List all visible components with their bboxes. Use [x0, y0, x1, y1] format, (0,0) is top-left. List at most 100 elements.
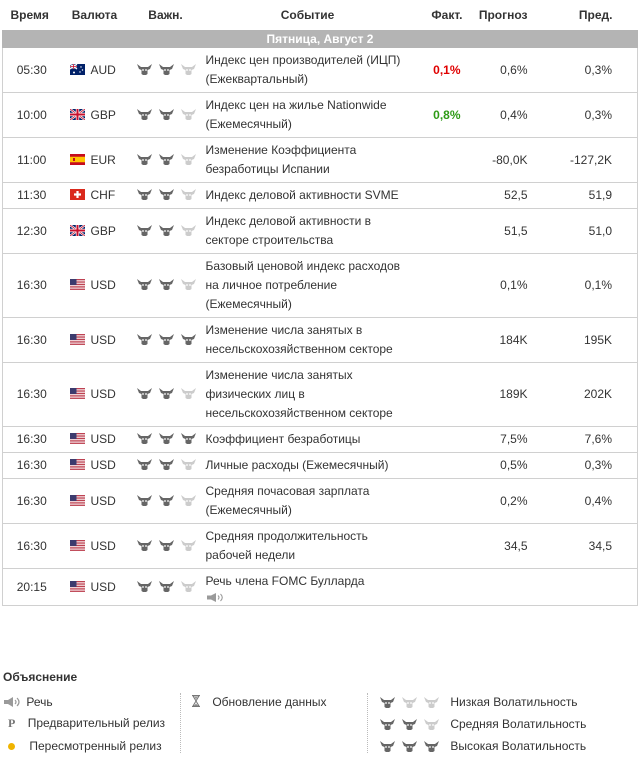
event-currency-cell: CHF	[60, 182, 129, 209]
event-forecast: -80,0K	[472, 137, 553, 183]
event-name[interactable]: Коэффициент безработицы	[205, 432, 361, 446]
event-importance	[128, 182, 203, 209]
event-row[interactable]: 16:30 USD Средняя почасовая зарплата (Ежем…	[2, 478, 638, 524]
importance-bull-icon	[424, 718, 439, 730]
event-name[interactable]: Личные расходы (Ежемесячный)	[205, 458, 389, 472]
importance-bull-icon	[402, 696, 417, 708]
importance-bull-icon	[424, 740, 439, 752]
event-forecast: 0,4%	[472, 92, 553, 138]
importance-bull-icon	[158, 62, 174, 75]
importance-bull-icon	[180, 152, 196, 165]
event-row[interactable]: 16:30 USD Изменение числа занятых в несель…	[2, 317, 638, 363]
importance-bull-icon	[180, 579, 196, 592]
event-row[interactable]: 12:30 GBP Индекс деловой активности в сект…	[2, 208, 638, 254]
event-name[interactable]: Индекс деловой активности в секторе стро…	[205, 214, 372, 247]
event-importance	[128, 208, 203, 254]
event-forecast: 51,5	[472, 208, 553, 254]
event-name[interactable]: Индекс цен на жилье Nationwide (Ежемесяч…	[205, 98, 387, 131]
event-name[interactable]: Изменение числа занятых физических лиц в…	[205, 368, 393, 420]
event-time: 16:30	[2, 478, 61, 524]
importance-bull-icon	[158, 431, 174, 444]
legend-preliminary: P Предварительный релиз	[8, 716, 165, 731]
event-forecast: 189K	[472, 362, 553, 427]
event-name[interactable]: Средняя почасовая зарплата (Ежемесячный)	[205, 484, 370, 517]
event-row[interactable]: 11:30 CHF Индекс деловой активности SVME 52…	[2, 182, 638, 209]
importance-bull-icon	[180, 62, 196, 75]
event-previous: 0,3%	[552, 92, 638, 138]
event-time: 16:30	[2, 317, 61, 363]
day-label: Пятница, Август 2	[2, 30, 638, 48]
event-forecast: 34,5	[472, 523, 553, 569]
economic-calendar-table: Время Валюта Важн. Событие Факт. Прогноз…	[2, 0, 638, 606]
event-importance	[128, 317, 203, 363]
event-actual	[412, 426, 473, 453]
event-currency-cell: USD	[60, 426, 129, 453]
importance-bull-icon	[136, 579, 152, 592]
event-importance	[128, 253, 203, 318]
legend-high-vol-label: Высокая Волатильность	[450, 739, 587, 753]
table-header-row: Время Валюта Важн. Событие Факт. Прогноз…	[2, 0, 638, 31]
us-flag-icon	[69, 431, 85, 444]
event-time: 12:30	[2, 208, 61, 254]
importance-bull-icon	[158, 187, 174, 200]
event-row[interactable]: 16:30 USD Изменение числа занятых физическ…	[2, 362, 638, 427]
event-actual	[412, 317, 473, 363]
event-name[interactable]: Индекс деловой активности SVME	[205, 188, 399, 202]
importance-bull-icon	[158, 579, 174, 592]
importance-bull-icon	[158, 457, 174, 470]
event-time: 16:30	[2, 426, 61, 453]
event-name[interactable]: Изменение числа занятых в несельскохозяй…	[205, 323, 393, 356]
event-currency-cell: GBP	[60, 92, 129, 138]
event-actual	[412, 182, 473, 209]
event-name[interactable]: Базовый ценовой индекс расходов на лично…	[205, 259, 401, 311]
event-currency: USD	[90, 387, 116, 401]
importance-bull-icon	[136, 107, 152, 120]
event-currency: USD	[90, 579, 116, 594]
event-currency-cell: USD	[60, 523, 129, 569]
event-row[interactable]: 16:30 USD Личные расходы (Ежемесячный) 0,5%…	[2, 452, 638, 479]
importance-bull-icon	[158, 538, 174, 551]
event-previous: 0,1%	[552, 253, 638, 318]
event-name-cell: Базовый ценовой индекс расходов на лично…	[202, 253, 413, 318]
event-previous: 34,5	[552, 523, 638, 569]
event-row[interactable]: 16:30 USD Базовый ценовой индекс расходов …	[2, 253, 638, 318]
event-row[interactable]: 05:30 AUD Индекс цен производителей (ИЦП) …	[2, 47, 638, 93]
importance-bull-icon	[402, 718, 417, 730]
event-importance	[128, 568, 203, 606]
event-time: 10:00	[2, 92, 61, 138]
ch-flag-icon	[69, 187, 85, 200]
importance-bull-icon	[180, 223, 196, 236]
legend-title: Объяснение	[3, 670, 78, 684]
high-volatility-bulls-icon	[380, 740, 439, 754]
event-row[interactable]: 20:15 USD Речь члена FOMC Булларда	[2, 568, 638, 606]
event-name[interactable]: Изменение Коэффициента безработицы Испан…	[205, 143, 357, 176]
event-forecast: 0,6%	[472, 47, 553, 93]
event-importance	[128, 452, 203, 479]
event-time: 11:00	[2, 137, 61, 183]
revised-dot-icon	[8, 743, 15, 751]
event-currency: GBP	[90, 107, 116, 122]
importance-bull-icon	[180, 493, 196, 506]
event-row[interactable]: 10:00 GBP Индекс цен на жилье Nationwide (…	[2, 92, 638, 138]
event-row[interactable]: 16:30 USD Коэффициент безработицы 7,5% 7,6%	[2, 426, 638, 453]
importance-bull-icon	[380, 718, 395, 730]
importance-bull-icon	[158, 152, 174, 165]
header-event: Событие	[202, 0, 413, 31]
event-actual	[412, 208, 473, 254]
legend-data-update: Обновление данных	[191, 695, 327, 710]
event-name-cell: Индекс цен на жилье Nationwide (Ежемесяч…	[202, 92, 413, 138]
importance-bull-icon	[180, 386, 196, 399]
event-name[interactable]: Речь члена FOMC Булларда	[205, 574, 365, 588]
event-currency-cell: EUR	[60, 137, 129, 183]
event-time: 05:30	[2, 47, 61, 93]
event-name-cell: Изменение Коэффициента безработицы Испан…	[202, 137, 413, 183]
event-currency: USD	[90, 538, 116, 553]
event-row[interactable]: 16:30 USD Средняя продолжительность рабоче…	[2, 523, 638, 569]
event-name[interactable]: Индекс цен производителей (ИЦП) (Ежеквар…	[205, 53, 401, 86]
event-currency: USD	[90, 458, 116, 472]
event-previous: 0,3%	[552, 47, 638, 93]
event-name[interactable]: Средняя продолжительность рабочей недели	[205, 529, 368, 562]
event-time: 11:30	[2, 182, 61, 209]
es-flag-icon	[69, 152, 85, 165]
event-row[interactable]: 11:00 EUR Изменение Коэффициента безработи…	[2, 137, 638, 183]
